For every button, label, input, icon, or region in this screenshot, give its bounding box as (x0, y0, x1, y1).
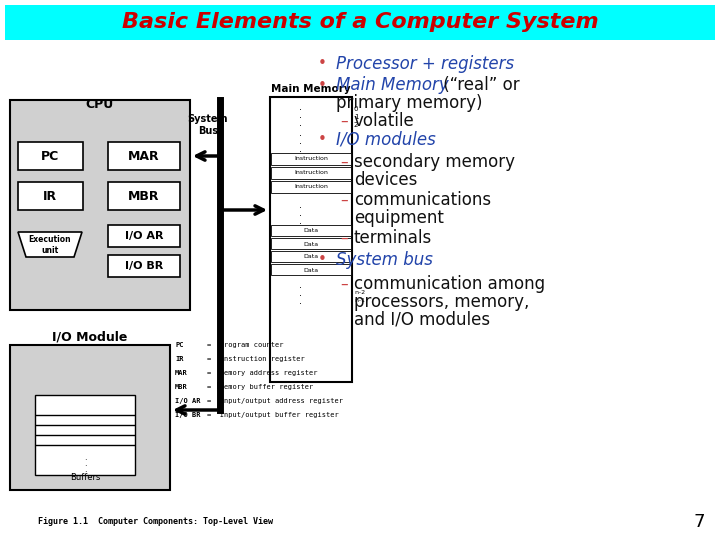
Text: .: . (84, 453, 86, 462)
Text: Instruction: Instruction (294, 171, 328, 176)
Text: communication among: communication among (354, 275, 545, 293)
Text: .: . (299, 280, 302, 290)
Text: .: . (299, 296, 302, 306)
Text: =  Instruction register: = Instruction register (207, 356, 305, 362)
Text: Data: Data (303, 254, 318, 260)
Text: n–2: n–2 (354, 291, 365, 295)
FancyBboxPatch shape (18, 182, 83, 210)
Text: .: . (299, 144, 302, 154)
Text: MBR: MBR (128, 190, 160, 202)
FancyBboxPatch shape (271, 225, 351, 236)
Text: .: . (299, 288, 302, 298)
Text: Buffers: Buffers (70, 472, 100, 482)
Text: =  Program counter: = Program counter (207, 342, 284, 348)
FancyBboxPatch shape (10, 100, 190, 310)
Text: MAR: MAR (175, 370, 188, 376)
Text: •: • (318, 132, 326, 147)
Text: MBR: MBR (175, 384, 188, 390)
Text: .: . (84, 464, 86, 474)
FancyBboxPatch shape (271, 167, 351, 179)
Text: PC: PC (41, 150, 59, 163)
Polygon shape (18, 232, 82, 257)
Text: IR: IR (43, 190, 57, 202)
Text: =  Input/output address register: = Input/output address register (207, 398, 343, 404)
Text: .: . (299, 200, 302, 210)
Text: volatile: volatile (354, 112, 415, 130)
Text: 2: 2 (354, 122, 359, 128)
FancyBboxPatch shape (270, 97, 352, 382)
Text: processors, memory,: processors, memory, (354, 293, 529, 311)
Text: =  Memory address register: = Memory address register (207, 370, 318, 376)
Text: and I/O modules: and I/O modules (354, 311, 490, 329)
Text: –: – (340, 192, 348, 207)
Text: =  Input/output buffer register: = Input/output buffer register (207, 412, 338, 418)
FancyBboxPatch shape (108, 182, 180, 210)
Text: Processor + registers: Processor + registers (336, 55, 514, 73)
Text: I/O BR: I/O BR (175, 412, 200, 418)
Text: Instruction: Instruction (294, 157, 328, 161)
FancyBboxPatch shape (35, 395, 135, 475)
FancyBboxPatch shape (18, 142, 83, 170)
Text: –: – (340, 276, 348, 292)
Text: PC: PC (175, 342, 184, 348)
Text: .: . (299, 136, 302, 146)
Text: I/O BR: I/O BR (125, 261, 163, 271)
Text: .: . (299, 102, 302, 112)
Text: 7: 7 (693, 513, 705, 531)
FancyBboxPatch shape (108, 225, 180, 247)
Text: –: – (340, 154, 348, 170)
Text: •: • (318, 57, 326, 71)
FancyBboxPatch shape (108, 142, 180, 170)
Text: =  Memory buffer register: = Memory buffer register (207, 384, 313, 390)
Text: n–1: n–1 (354, 299, 365, 303)
Text: equipment: equipment (354, 209, 444, 227)
Text: communications: communications (354, 191, 491, 209)
Text: Main Memory: Main Memory (271, 84, 351, 94)
Text: Data: Data (303, 267, 318, 273)
Text: devices: devices (354, 171, 418, 189)
FancyBboxPatch shape (271, 238, 351, 249)
Text: .: . (299, 118, 302, 128)
Text: •: • (318, 78, 326, 92)
Text: Figure 1.1  Computer Components: Top-Level View: Figure 1.1 Computer Components: Top-Leve… (37, 517, 272, 526)
FancyBboxPatch shape (5, 5, 715, 40)
Text: Basic Elements of a Computer System: Basic Elements of a Computer System (122, 12, 598, 32)
Text: I/O modules: I/O modules (336, 131, 436, 149)
FancyBboxPatch shape (108, 255, 180, 277)
Text: Execution
unit: Execution unit (29, 235, 71, 255)
Text: IR: IR (175, 356, 184, 362)
Text: (“real” or: (“real” or (438, 76, 520, 94)
Text: –: – (340, 113, 348, 129)
FancyBboxPatch shape (10, 345, 170, 490)
FancyBboxPatch shape (271, 153, 351, 165)
Text: MAR: MAR (128, 150, 160, 163)
FancyBboxPatch shape (271, 181, 351, 193)
Text: Data: Data (303, 241, 318, 246)
Text: 0: 0 (354, 106, 359, 112)
Text: primary memory): primary memory) (336, 94, 482, 112)
FancyBboxPatch shape (271, 251, 351, 262)
Text: System
Bus: System Bus (188, 114, 228, 136)
Text: .: . (84, 458, 86, 468)
Text: terminals: terminals (354, 229, 432, 247)
FancyBboxPatch shape (271, 264, 351, 275)
Text: .: . (299, 110, 302, 120)
Text: CPU: CPU (86, 98, 114, 111)
Text: .: . (299, 216, 302, 226)
Text: .: . (299, 208, 302, 218)
Text: I/O AR: I/O AR (175, 398, 200, 404)
Text: I/O Module: I/O Module (53, 330, 127, 343)
Text: System bus: System bus (336, 251, 433, 269)
Text: Data: Data (303, 228, 318, 233)
Text: –: – (340, 231, 348, 246)
Text: 1: 1 (354, 114, 359, 120)
Text: Instruction: Instruction (294, 185, 328, 190)
Text: .: . (299, 128, 302, 138)
Text: I/O AR: I/O AR (125, 231, 163, 241)
Text: •: • (318, 253, 326, 267)
Text: Main Memory: Main Memory (336, 76, 449, 94)
Text: secondary memory: secondary memory (354, 153, 515, 171)
